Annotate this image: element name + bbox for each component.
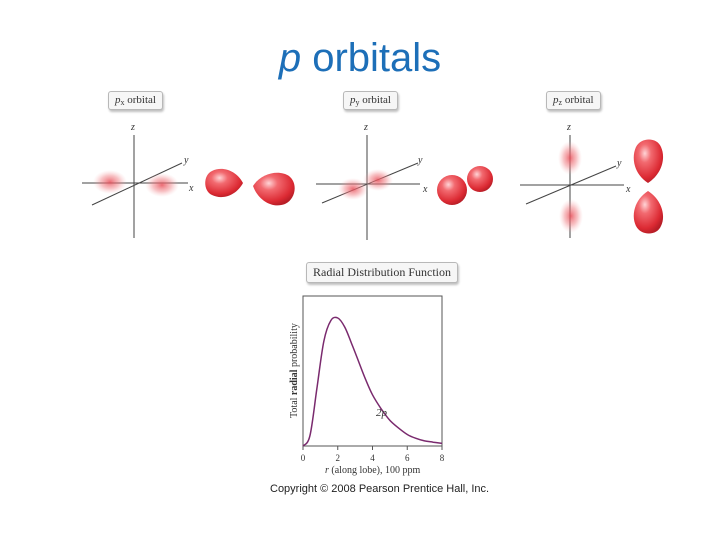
rdf-label: Radial Distribution Function — [306, 262, 458, 283]
py-orbital-label: py orbital — [343, 91, 398, 110]
rdf-y-axis-pre: Total — [289, 395, 300, 418]
rdf-curve-2p — [302, 316, 443, 447]
pz-density-cloud-bottom — [559, 199, 583, 233]
title-rest: orbitals — [301, 36, 442, 80]
pz-density-cloud-top — [558, 141, 582, 175]
px-orbital-label: px orbital — [108, 91, 163, 110]
pz-axis-z: z — [566, 122, 571, 133]
rdf-x-axis-rest: (along lobe), 100 ppm — [329, 465, 421, 476]
py-axis-x: x — [422, 184, 428, 195]
px-density-cloud-right — [145, 173, 179, 197]
px-lobe-left — [205, 168, 243, 198]
py-axis-z: z — [363, 122, 368, 133]
slide-title: p orbitals — [0, 36, 720, 81]
px-lobe-right — [253, 172, 295, 206]
px-axis-y: y — [183, 155, 189, 166]
px-orbital-letter: p — [115, 94, 121, 106]
rdf-y-axis-bold: radial — [289, 369, 300, 395]
py-axis-y: y — [417, 155, 423, 166]
px-density-cloud-left — [93, 170, 127, 194]
rdf-x-tick-label: 6 — [405, 453, 410, 463]
py-density-cloud-front — [338, 178, 368, 200]
px-orbital-subscript: x — [120, 98, 125, 107]
rdf-y-axis-label: Total radial probability — [289, 323, 300, 418]
title-italic-p: p — [278, 36, 302, 80]
px-axis-z: z — [130, 122, 135, 133]
px-axis-x: x — [188, 183, 194, 194]
pz-lobe-top — [633, 139, 664, 183]
pz-orbital-label: pz orbital — [546, 91, 601, 110]
px-orbital-suffix: orbital — [124, 94, 156, 106]
rdf-x-tick-label: 8 — [440, 453, 445, 463]
py-lobe-front — [437, 175, 467, 205]
py-orbital-suffix: orbital — [359, 94, 391, 106]
py-orbital-letter: p — [350, 94, 356, 106]
rdf-x-tick-label: 0 — [301, 453, 306, 463]
rdf-x-ticks: 0 2 4 6 8 — [301, 446, 445, 463]
rdf-x-tick-label: 2 — [336, 453, 341, 463]
pz-orbital-letter: p — [553, 94, 559, 106]
rdf-plot-frame — [302, 295, 443, 447]
py-orbital-subscript: y — [355, 98, 360, 107]
pz-axis-x: x — [625, 184, 631, 195]
pz-orbital-subscript: z — [558, 98, 563, 107]
rdf-x-tick-label: 4 — [370, 453, 375, 463]
py-lobe-back — [467, 166, 493, 192]
rdf-y-axis-post: probability — [289, 323, 300, 369]
pz-axis-y: y — [616, 158, 622, 169]
pz-lobe-bottom — [633, 191, 664, 234]
rdf-x-axis-var: r — [325, 465, 329, 476]
rdf-curve-label: 2p — [376, 407, 388, 419]
copyright-notice: Copyright © 2008 Pearson Prentice Hall, … — [270, 483, 490, 495]
py-density-cloud-back — [363, 169, 393, 191]
rdf-x-axis-label: r (along lobe), 100 ppm — [325, 465, 421, 476]
pz-orbital-suffix: orbital — [562, 94, 594, 106]
